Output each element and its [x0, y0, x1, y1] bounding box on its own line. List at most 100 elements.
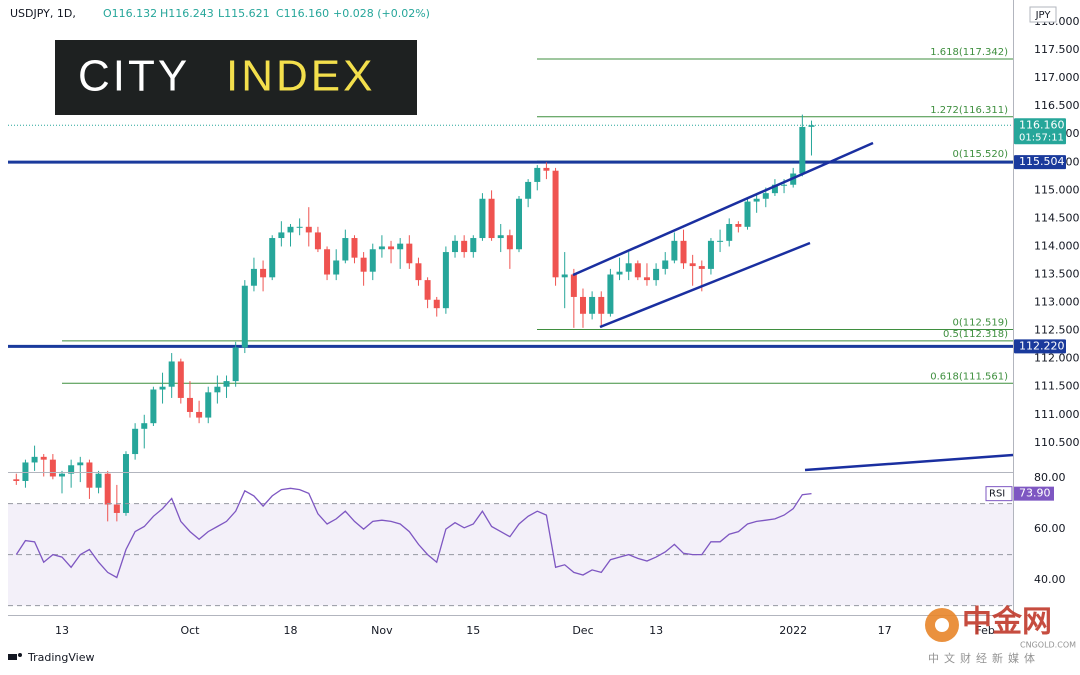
y-tick-label: 114.500: [1034, 211, 1080, 224]
candle-body: [95, 473, 102, 488]
candle-body: [214, 386, 221, 393]
x-tick-label: 13: [649, 624, 663, 637]
candle-body: [177, 361, 184, 398]
candle-body: [717, 240, 724, 242]
watermark-title: 中金网: [962, 605, 1052, 640]
candle-body: [625, 263, 632, 272]
candle-body: [735, 224, 742, 227]
candle-body: [13, 479, 20, 481]
fib-label: 1.272(116.311): [930, 105, 1008, 116]
candle-body: [671, 240, 678, 261]
candle-body: [488, 198, 495, 239]
candle-body: [452, 240, 459, 253]
fib-label: 1.618(117.342): [930, 47, 1008, 58]
candle-body: [781, 184, 788, 186]
candle-body: [616, 271, 623, 275]
candle-body: [643, 277, 650, 281]
candle-body: [543, 167, 550, 171]
y-tick-label: 112.000: [1034, 352, 1080, 365]
ohlc-open: O116.132: [103, 7, 157, 20]
candle-body: [351, 238, 358, 258]
y-tick-label: 110.500: [1034, 436, 1080, 449]
candle-body: [360, 257, 367, 272]
candle-body: [369, 249, 376, 272]
y-tick-label: 111.500: [1034, 380, 1080, 393]
x-tick-label: Feb: [975, 624, 994, 637]
x-tick-label: Nov: [371, 624, 393, 637]
tv-icon: [8, 654, 17, 660]
watermark-site: CNGOLD.COM: [1020, 641, 1076, 650]
fib-label: 0.5(112.318): [943, 329, 1008, 340]
candle-body: [470, 238, 477, 253]
candle-body: [378, 246, 385, 250]
candle-body: [31, 456, 38, 463]
channel-upper: [572, 141, 874, 277]
candle-body: [744, 201, 751, 227]
y-tick-label: 116.500: [1034, 99, 1080, 112]
y-tick-label: 113.500: [1034, 268, 1080, 281]
rsi-line: [15, 487, 812, 579]
y-tick-label: 115.000: [1034, 183, 1080, 196]
candle-body: [77, 462, 84, 466]
candle-body: [433, 299, 440, 309]
candle-body: [552, 170, 559, 278]
candle-body: [223, 381, 230, 387]
rsi-value-label: 73.90: [1019, 487, 1051, 500]
candle-body: [22, 462, 29, 481]
tradingview-logo: TradingView: [8, 651, 94, 664]
tv-icon-dot: [18, 653, 22, 657]
candle-body: [59, 473, 65, 477]
price-tag-sublabel: 01:57:11: [1019, 132, 1064, 143]
candle-body: [497, 235, 504, 239]
candle-body: [205, 392, 212, 418]
x-tick-label: 13: [55, 624, 69, 637]
candle-body: [589, 296, 596, 314]
symbol: USDJPY, 1D,: [10, 7, 76, 20]
price-tag: [1014, 118, 1066, 145]
y-tick-label: 111.000: [1034, 408, 1080, 421]
candle-body: [168, 361, 175, 387]
candle-body: [808, 125, 815, 127]
candle-body: [680, 240, 687, 264]
candle-body: [333, 260, 340, 275]
candle-body: [561, 274, 568, 278]
candle-body: [653, 268, 660, 281]
candle-body: [388, 246, 395, 250]
y-tick-label: 117.000: [1034, 71, 1080, 84]
rsi-lines: [8, 487, 1013, 607]
rsi-value-tag: [1014, 486, 1054, 501]
candle-body: [132, 428, 139, 455]
y-tick-label: 40.00: [1034, 573, 1066, 586]
candle-body: [534, 167, 541, 182]
rsi-panel: [8, 503, 1013, 606]
price-tag: [1014, 155, 1066, 170]
candle-body: [287, 226, 294, 233]
candle-body: [689, 263, 696, 267]
candle-body: [634, 263, 641, 278]
candle-body: [159, 386, 166, 390]
candle-body: [424, 280, 431, 300]
tradingview-brand: TradingView: [27, 651, 94, 664]
x-tick-label: 15: [466, 624, 480, 637]
candle-body: [506, 235, 513, 250]
candle-body: [516, 198, 522, 250]
candle-body: [726, 224, 733, 241]
candle-body: [753, 198, 760, 202]
candle-body: [186, 397, 193, 412]
x-tick-label: Dec: [572, 624, 593, 637]
currency-box: [1029, 6, 1057, 23]
candle-body: [40, 456, 47, 460]
y-tick-label: 60.00: [1034, 522, 1066, 535]
candle-body: [86, 462, 93, 488]
y-tick-label: 117.500: [1034, 43, 1080, 56]
candle-body: [406, 243, 413, 264]
candle-body: [607, 274, 614, 314]
x-tick-label: 18: [284, 624, 298, 637]
candle-body: [260, 268, 267, 278]
candle-body: [113, 504, 120, 513]
candle-body: [415, 263, 422, 281]
candle-body: [397, 243, 404, 250]
watermark-icon-inner: [935, 618, 949, 632]
